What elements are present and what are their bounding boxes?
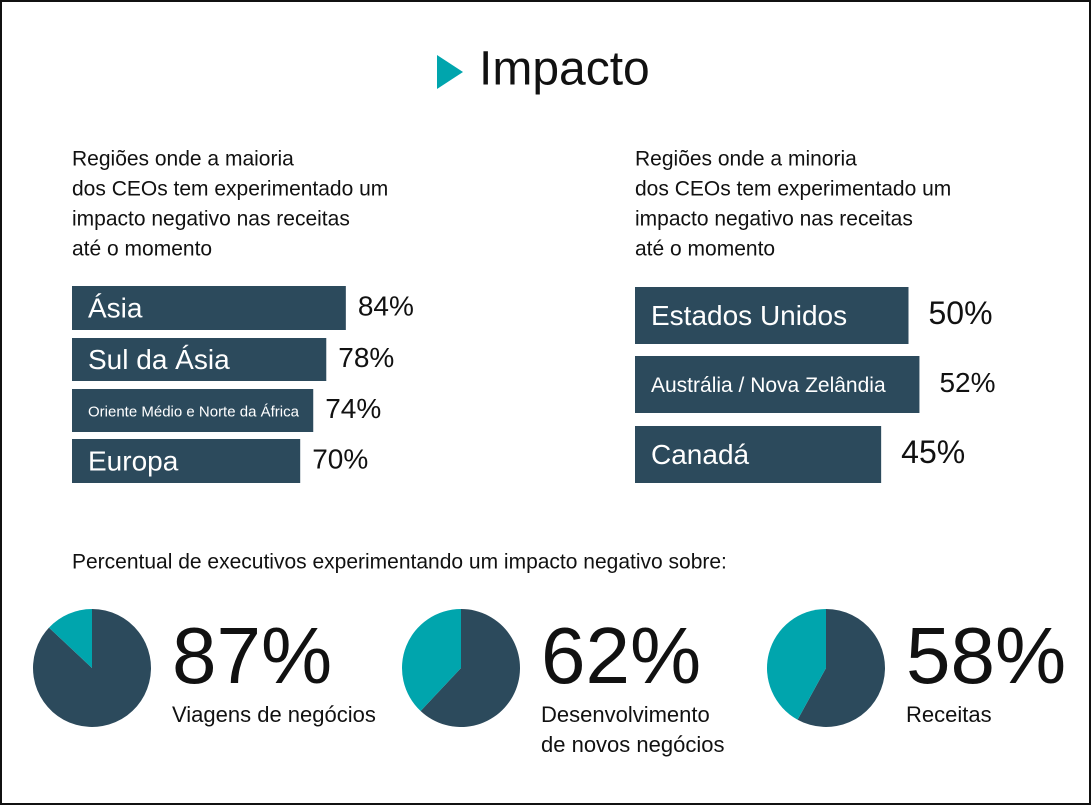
pie-value-label: 58% — [906, 611, 1066, 700]
bar — [72, 286, 346, 330]
bar-category-label: Europa — [88, 445, 179, 476]
pie-slice — [797, 609, 886, 727]
page-title: Impacto — [479, 43, 650, 96]
chart-subtitle: até o momento — [72, 238, 212, 261]
pie-value-label: 87% — [172, 611, 332, 700]
section-title: Percentual de executivos experimentando … — [72, 551, 727, 574]
pie-label: Viagens de negócios — [172, 702, 376, 727]
chart-subtitle: dos CEOs tem experimentado um — [72, 178, 388, 201]
chart-subtitle: dos CEOs tem experimentado um — [635, 178, 951, 201]
bar-category-label: Sul da Ásia — [88, 344, 230, 375]
bar-value-label: 78% — [338, 342, 394, 373]
chart-subtitle: impacto negativo nas receitas — [635, 208, 913, 231]
bar-category-label: Austrália / Nova Zelândia — [651, 374, 886, 397]
pie-label: de novos negócios — [541, 732, 724, 757]
bar — [635, 356, 920, 413]
bar-value-label: 50% — [929, 295, 993, 331]
bar — [72, 439, 301, 483]
pie-slice — [420, 609, 520, 727]
pie-remainder — [401, 609, 461, 712]
bar — [635, 426, 882, 483]
bar-category-label: Ásia — [88, 292, 143, 323]
chart-subtitle: Regiões onde a minoria — [635, 148, 857, 171]
bar — [72, 389, 314, 432]
bar-value-label: 74% — [325, 393, 381, 424]
chart-subtitle: até o momento — [635, 238, 775, 261]
bar — [635, 287, 909, 344]
chart-subtitle: Regiões onde a maioria — [72, 148, 294, 171]
pie-remainder — [766, 609, 826, 720]
pie-label: Receitas — [906, 702, 992, 727]
pie-remainder — [48, 609, 92, 668]
bar-category-label: Oriente Médio e Norte da África — [88, 403, 300, 420]
pie-value-label: 62% — [541, 611, 701, 700]
title-icon — [437, 55, 463, 89]
bar-category-label: Estados Unidos — [651, 300, 847, 331]
bar-value-label: 70% — [312, 443, 368, 474]
pie-label: Desenvolvimento — [541, 702, 710, 727]
bar-category-label: Canadá — [651, 439, 750, 470]
pie-slice — [32, 609, 151, 727]
bar-value-label: 45% — [901, 434, 965, 470]
bar — [72, 338, 327, 381]
chart-subtitle: impacto negativo nas receitas — [72, 208, 350, 231]
bar-value-label: 84% — [358, 290, 414, 321]
bar-value-label: 52% — [939, 367, 995, 398]
